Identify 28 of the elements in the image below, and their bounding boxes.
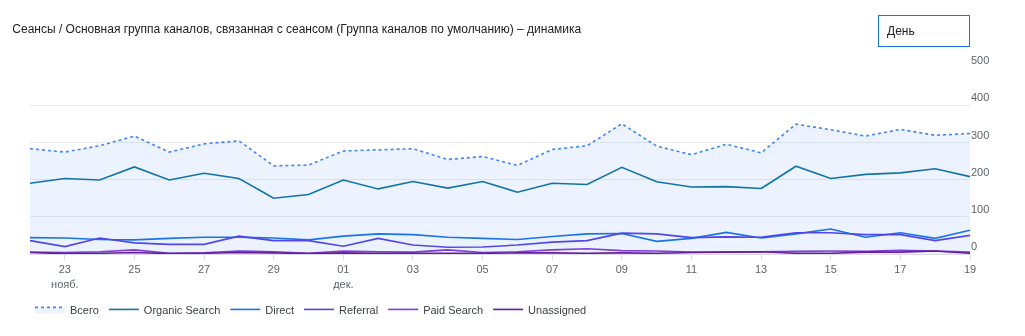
- legend-label: Unassigned: [528, 303, 587, 316]
- legend-label: Organic Search: [143, 303, 221, 316]
- x-tick-label: 05: [476, 263, 489, 276]
- x-tick-label: 23 нояб.: [51, 263, 79, 290]
- x-tick-label: 03: [406, 263, 420, 276]
- legend-label: Paid Search: [423, 303, 484, 316]
- legend-label: Всего: [70, 303, 99, 316]
- x-tick-label: 09: [615, 263, 628, 276]
- chart-title: Сеансы / Основная группа каналов, связанная с сеансом (Группа каналов по умолчанию) – динамика: [12, 21, 582, 36]
- x-tick-label: 29: [267, 263, 280, 276]
- y-tick-label: 500: [971, 54, 990, 67]
- text: День: [887, 24, 962, 38]
- x-tick-label: 27: [197, 263, 211, 276]
- x-tick-label: 01 дек.: [333, 263, 354, 290]
- x-tick-label: 11: [685, 263, 698, 276]
- legend-label: Referral: [339, 303, 379, 316]
- x-tick-label: 19: [963, 263, 977, 276]
- x-tick-label: 13: [754, 263, 768, 276]
- x-tick-label: 07: [546, 263, 559, 276]
- legend-label: Direct: [265, 303, 295, 316]
- y-tick-label: 300: [971, 128, 990, 141]
- y-tick-label: 400: [971, 91, 990, 104]
- y-tick-label: 0: [971, 240, 978, 253]
- x-tick-label: 25: [128, 263, 141, 276]
- x-tick-label: 15: [824, 263, 837, 276]
- y-tick-label: 200: [971, 165, 990, 178]
- x-tick-label: 17: [894, 263, 907, 276]
- y-tick-label: 100: [971, 202, 990, 215]
